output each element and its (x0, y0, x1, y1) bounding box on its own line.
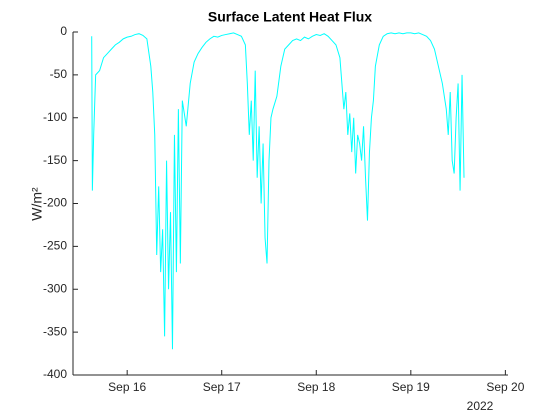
y-tick-label: -50 (50, 67, 68, 81)
y-tick-label: 0 (60, 24, 67, 38)
y-tick-label: -200 (43, 196, 67, 210)
y-tick-label: -400 (43, 367, 67, 381)
y-axis-label: W/m² (29, 187, 45, 221)
y-tick-label: -300 (43, 281, 67, 295)
y-tick-label: -250 (43, 239, 67, 253)
chart-title: Surface Latent Heat Flux (208, 9, 372, 25)
x-tick-label: Sep 18 (297, 380, 335, 394)
x-tick-label: Sep 16 (108, 380, 146, 394)
y-tick-label: -100 (43, 110, 67, 124)
x-tick-label: Sep 20 (486, 380, 524, 394)
x-tick-label: Sep 17 (203, 380, 241, 394)
x-year-label: 2022 (467, 399, 494, 413)
data-line (91, 32, 465, 350)
y-tick-label: -350 (43, 324, 67, 338)
y-tick-label: -150 (43, 153, 67, 167)
x-tick-label: Sep 19 (392, 380, 430, 394)
